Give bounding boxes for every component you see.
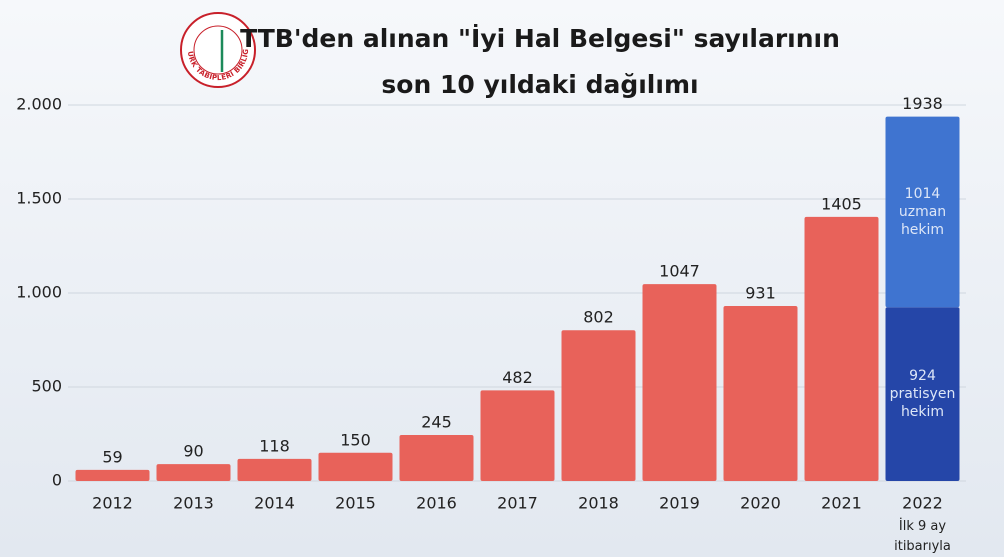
data-label: 245 [421,412,452,431]
x-tick-label: 2019 [659,494,700,513]
y-tick-label: 1.500 [16,189,62,208]
x-tick-label: 2020 [740,494,781,513]
x-tick-note: İlk 9 ay itibarıyla [894,518,951,554]
y-tick-label: 500 [31,377,62,396]
data-label: 802 [583,308,614,327]
bar [885,116,960,308]
x-tick-label: 2016 [416,494,457,513]
x-tick-label: 2013 [173,494,214,513]
segment-value: 1014 [904,185,941,202]
x-tick-note-line: İlk 9 ay [899,518,946,534]
bar [561,330,636,481]
chart-title: TTB'den alınan "İyi Hal Belgesi" sayılar… [240,23,840,53]
bar [237,458,312,481]
bar [885,307,960,481]
bar [75,469,150,481]
bar [156,464,231,481]
total-label: 1938 [902,94,943,113]
data-label: 1405 [821,194,862,213]
bar [480,390,555,481]
x-tick-label: 2018 [578,494,619,513]
logo-ring [180,12,256,88]
x-tick-label: 2017 [497,494,538,513]
data-label: 90 [183,442,203,461]
segment-value: 924 [909,368,936,385]
data-label: 59 [102,447,122,466]
x-tick-label: 2012 [92,494,133,513]
bar [723,305,798,481]
segment-label-box: 924 pratisyen hekim [886,307,960,481]
segment-name: pratisyen hekim [889,386,956,421]
data-label: 931 [745,283,776,302]
y-tick-label: 0 [52,471,62,490]
x-tick-label: 2014 [254,494,295,513]
x-tick-label: 2022 [902,494,943,513]
data-label: 118 [259,436,290,455]
x-tick-label: 2015 [335,494,376,513]
data-label: 1047 [659,262,700,281]
data-label: 482 [502,368,533,387]
bar [804,216,879,482]
y-tick-label: 1.000 [16,283,62,302]
x-tick-note-line: itibarıyla [894,539,951,554]
segment-name: uzman hekim [898,203,947,238]
logo-inner-ring [193,25,243,75]
bar [318,452,393,481]
chart-title: son 10 yıldaki dağılımı [381,70,698,99]
bar [642,284,717,481]
segment-label-box: 1014 uzman hekim [886,117,960,308]
x-tick-label: 2021 [821,494,862,513]
y-tick-label: 2.000 [16,95,62,114]
data-label: 150 [340,430,371,449]
bar [399,434,474,481]
